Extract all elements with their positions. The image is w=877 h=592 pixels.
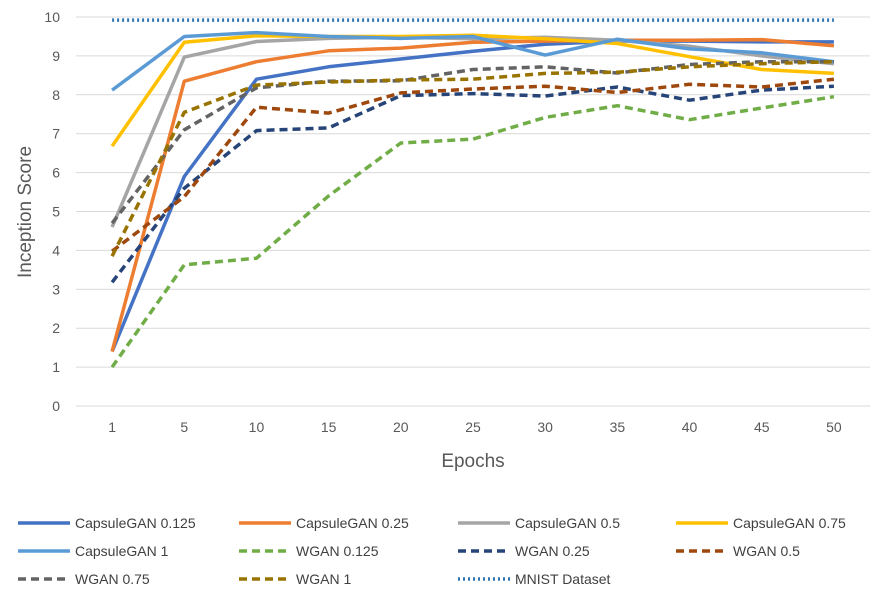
x-tick-label: 50 [826, 419, 842, 435]
legend-entry-label: CapsuleGAN 0.5 [515, 515, 620, 531]
y-tick-label: 6 [52, 165, 60, 181]
x-tick-label: 30 [537, 419, 553, 435]
legend-entry-label: MNIST Dataset [515, 571, 611, 587]
legend-entry-label: WGAN 1 [296, 571, 351, 587]
x-tick-label: 25 [465, 419, 481, 435]
x-tick-label: 10 [249, 419, 265, 435]
y-tick-label: 4 [52, 242, 60, 258]
x-tick-label: 35 [610, 419, 626, 435]
legend-entry-label: WGAN 0.5 [733, 543, 800, 559]
series-line-wgan-0-5 [111, 77, 835, 253]
series-line-wgan-1 [110, 59, 834, 257]
x-tick-label: 40 [682, 419, 698, 435]
y-tick-label: 0 [52, 398, 60, 414]
x-tick-label: 45 [754, 419, 770, 435]
legend-entry-label: WGAN 0.25 [515, 543, 590, 559]
y-tick-label: 7 [52, 126, 60, 142]
legend-entry-label: CapsuleGAN 0.75 [733, 515, 846, 531]
x-tick-label: 15 [321, 419, 337, 435]
y-axis-ticks: 0 1 2 3 4 5 6 7 8 9 10 [44, 9, 60, 414]
series-line-capsulegan-0-125 [110, 39, 834, 353]
y-axis-title: Inception Score [15, 146, 36, 278]
x-tick-label: 5 [180, 419, 188, 435]
legend-entry-label: CapsuleGAN 1 [75, 543, 169, 559]
series-line-wgan-0-75 [110, 59, 834, 225]
x-axis-ticks: 1 5 10 15 20 25 30 35 40 45 50 [108, 419, 842, 435]
legend: CapsuleGAN 0.125 CapsuleGAN 0.25 CapsuleGA… [18, 515, 846, 587]
legend-entry-label: WGAN 0.75 [75, 571, 150, 587]
series-line-capsulegan-0-25 [110, 37, 835, 352]
series-line-capsulegan-1 [111, 30, 835, 92]
legend-entry-label: WGAN 0.125 [296, 543, 379, 559]
series-line-wgan-0-25 [110, 84, 834, 284]
x-tick-label: 20 [393, 419, 409, 435]
gridlines [76, 16, 870, 407]
y-tick-label: 9 [52, 48, 60, 64]
series-lines [110, 18, 835, 369]
y-tick-label: 1 [52, 359, 60, 375]
legend-entry-label: CapsuleGAN 0.125 [75, 515, 196, 531]
y-tick-label: 8 [52, 87, 60, 103]
y-tick-label: 10 [44, 9, 60, 25]
x-axis-title: Epochs [441, 451, 504, 472]
y-tick-label: 3 [52, 281, 60, 297]
y-tick-label: 5 [52, 204, 60, 220]
y-tick-label: 2 [52, 320, 60, 336]
series-line-wgan-0-125 [110, 94, 835, 369]
x-tick-label: 1 [108, 419, 116, 435]
legend-entry-label: CapsuleGAN 0.25 [296, 515, 409, 531]
